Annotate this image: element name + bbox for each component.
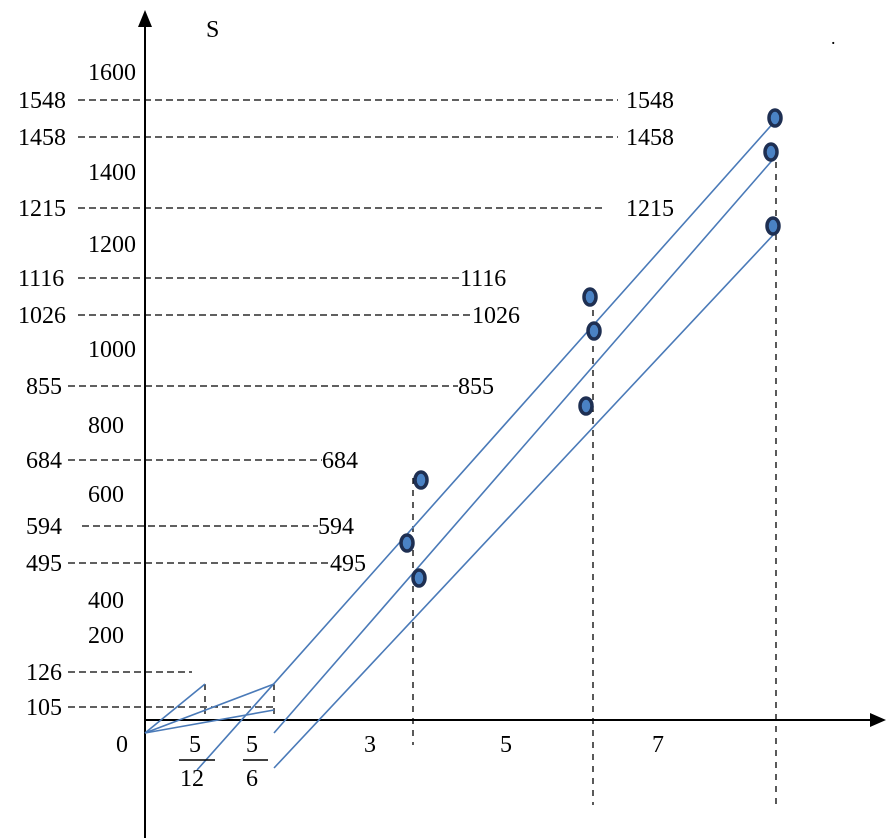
data-point bbox=[411, 568, 427, 588]
origin-label: 0 bbox=[116, 732, 128, 758]
fraction-numerator: 5 bbox=[246, 732, 258, 758]
y-tick-label: 800 bbox=[88, 413, 124, 439]
level-left-label: 1026 bbox=[18, 303, 66, 329]
level-right-label: 1458 bbox=[626, 125, 674, 151]
motion-line bbox=[273, 155, 777, 734]
data-point bbox=[586, 321, 602, 341]
level-right-label: 855 bbox=[458, 374, 494, 400]
level-right-label: 594 bbox=[318, 514, 354, 540]
dashed-levels: 1548 1548 1458 1458 1215 1215 1116 1116 … bbox=[18, 88, 674, 721]
data-point bbox=[765, 216, 781, 236]
level-right-label: 1026 bbox=[472, 303, 520, 329]
level-left-label: 855 bbox=[26, 374, 62, 400]
level-left-label: 1458 bbox=[18, 125, 66, 151]
level-right-label: 684 bbox=[322, 448, 358, 474]
y-axis-arrow bbox=[138, 10, 152, 27]
level-right-label: 495 bbox=[330, 551, 366, 577]
y-tick-label: 1200 bbox=[88, 232, 136, 258]
level-left-label: 495 bbox=[26, 551, 62, 577]
data-point bbox=[582, 287, 598, 307]
motion-line bbox=[144, 683, 206, 734]
fraction-denominator: 12 bbox=[180, 766, 204, 792]
fraction-5-6: 5 6 bbox=[243, 732, 268, 792]
data-point bbox=[767, 108, 783, 128]
fraction-denominator: 6 bbox=[246, 766, 258, 792]
fraction-numerator: 5 bbox=[189, 732, 201, 758]
level-right-label: 1215 bbox=[626, 196, 674, 222]
motion-line bbox=[273, 231, 777, 769]
level-right-label: 1116 bbox=[460, 266, 506, 292]
y-tick-label: 400 bbox=[88, 588, 124, 614]
data-point bbox=[763, 142, 779, 162]
motion-line bbox=[196, 119, 777, 771]
y-tick-label: 1400 bbox=[88, 160, 136, 186]
y-tick-label: 1000 bbox=[88, 337, 136, 363]
level-left-label: 594 bbox=[26, 514, 62, 540]
motion-line bbox=[144, 709, 275, 734]
y-tick-label: 200 bbox=[88, 623, 124, 649]
level-left-label: 1215 bbox=[18, 196, 66, 222]
data-point bbox=[413, 470, 429, 490]
level-left-label: 1548 bbox=[18, 88, 66, 114]
x-label: 5 bbox=[500, 732, 512, 758]
data-point bbox=[399, 533, 415, 553]
x-axis-arrow bbox=[870, 713, 886, 727]
data-point bbox=[578, 396, 594, 416]
y-tick-labels: 1600 1400 1200 1000 800 600 400 200 bbox=[88, 60, 136, 649]
motion-lines bbox=[144, 119, 777, 771]
data-points bbox=[399, 108, 783, 588]
level-left-label: 1116 bbox=[18, 266, 64, 292]
x-label: 7 bbox=[652, 732, 664, 758]
motion-line bbox=[144, 683, 275, 734]
stray-mark: . bbox=[831, 28, 836, 48]
level-right-label: 1548 bbox=[626, 88, 674, 114]
level-left-label: 684 bbox=[26, 448, 62, 474]
level-left-label: 105 bbox=[26, 695, 62, 721]
x-label: 3 bbox=[364, 732, 376, 758]
level-left-label: 126 bbox=[26, 660, 62, 686]
y-tick-label: 1600 bbox=[88, 60, 136, 86]
y-axis-label: S bbox=[206, 17, 219, 43]
fraction-5-12: 5 12 bbox=[179, 732, 215, 792]
y-tick-label: 600 bbox=[88, 482, 124, 508]
